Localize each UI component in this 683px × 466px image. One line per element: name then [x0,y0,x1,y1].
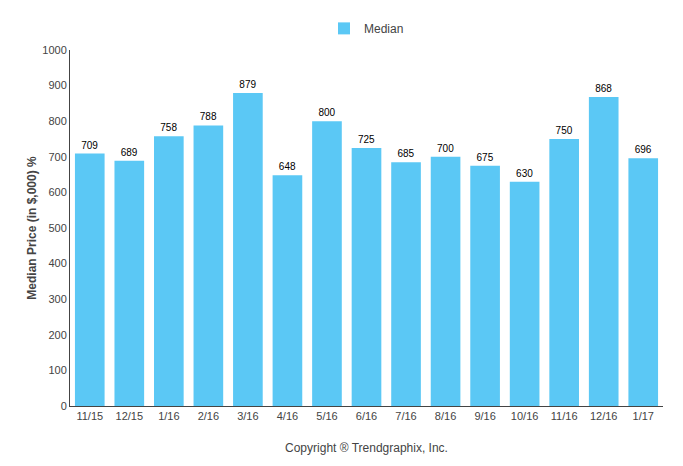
svg-text:675: 675 [477,152,494,163]
svg-text:12/16: 12/16 [590,410,618,422]
svg-text:Copyright ® Trendgraphix, Inc.: Copyright ® Trendgraphix, Inc. [285,441,448,455]
svg-text:685: 685 [397,148,414,159]
svg-text:3/16: 3/16 [237,410,258,422]
svg-text:400: 400 [48,257,66,269]
svg-text:6/16: 6/16 [356,410,377,422]
svg-text:10/16: 10/16 [511,410,539,422]
svg-text:696: 696 [635,144,652,155]
svg-text:0: 0 [61,400,67,412]
svg-text:1/17: 1/17 [633,410,654,422]
svg-text:1000: 1000 [42,44,66,56]
svg-text:750: 750 [556,125,573,136]
svg-text:7/16: 7/16 [395,410,416,422]
svg-text:900: 900 [48,79,66,91]
svg-text:600: 600 [48,186,66,198]
svg-text:788: 788 [200,111,217,122]
svg-text:4/16: 4/16 [277,410,298,422]
svg-text:11/15: 11/15 [76,410,103,422]
svg-text:800: 800 [318,107,335,118]
svg-text:758: 758 [160,122,177,133]
svg-text:879: 879 [239,79,256,90]
svg-text:300: 300 [48,293,66,305]
svg-text:648: 648 [279,161,296,172]
svg-text:700: 700 [437,143,454,154]
svg-text:9/16: 9/16 [474,410,495,422]
svg-text:1/16: 1/16 [158,410,179,422]
svg-text:709: 709 [81,140,98,151]
svg-text:11/16: 11/16 [551,410,578,422]
svg-text:Median: Median [364,22,403,36]
svg-text:12/15: 12/15 [116,410,144,422]
svg-text:630: 630 [516,168,533,179]
svg-text:8/16: 8/16 [435,410,456,422]
svg-text:100: 100 [48,364,66,376]
svg-text:725: 725 [358,134,375,145]
svg-text:700: 700 [48,151,66,163]
svg-text:689: 689 [121,147,138,158]
svg-text:868: 868 [595,83,612,94]
svg-text:800: 800 [48,115,66,127]
svg-text:5/16: 5/16 [316,410,337,422]
svg-text:2/16: 2/16 [198,410,219,422]
svg-text:Median Price (in $,000) %: Median Price (in $,000) % [25,156,39,300]
svg-text:500: 500 [48,222,66,234]
svg-text:200: 200 [48,329,66,341]
